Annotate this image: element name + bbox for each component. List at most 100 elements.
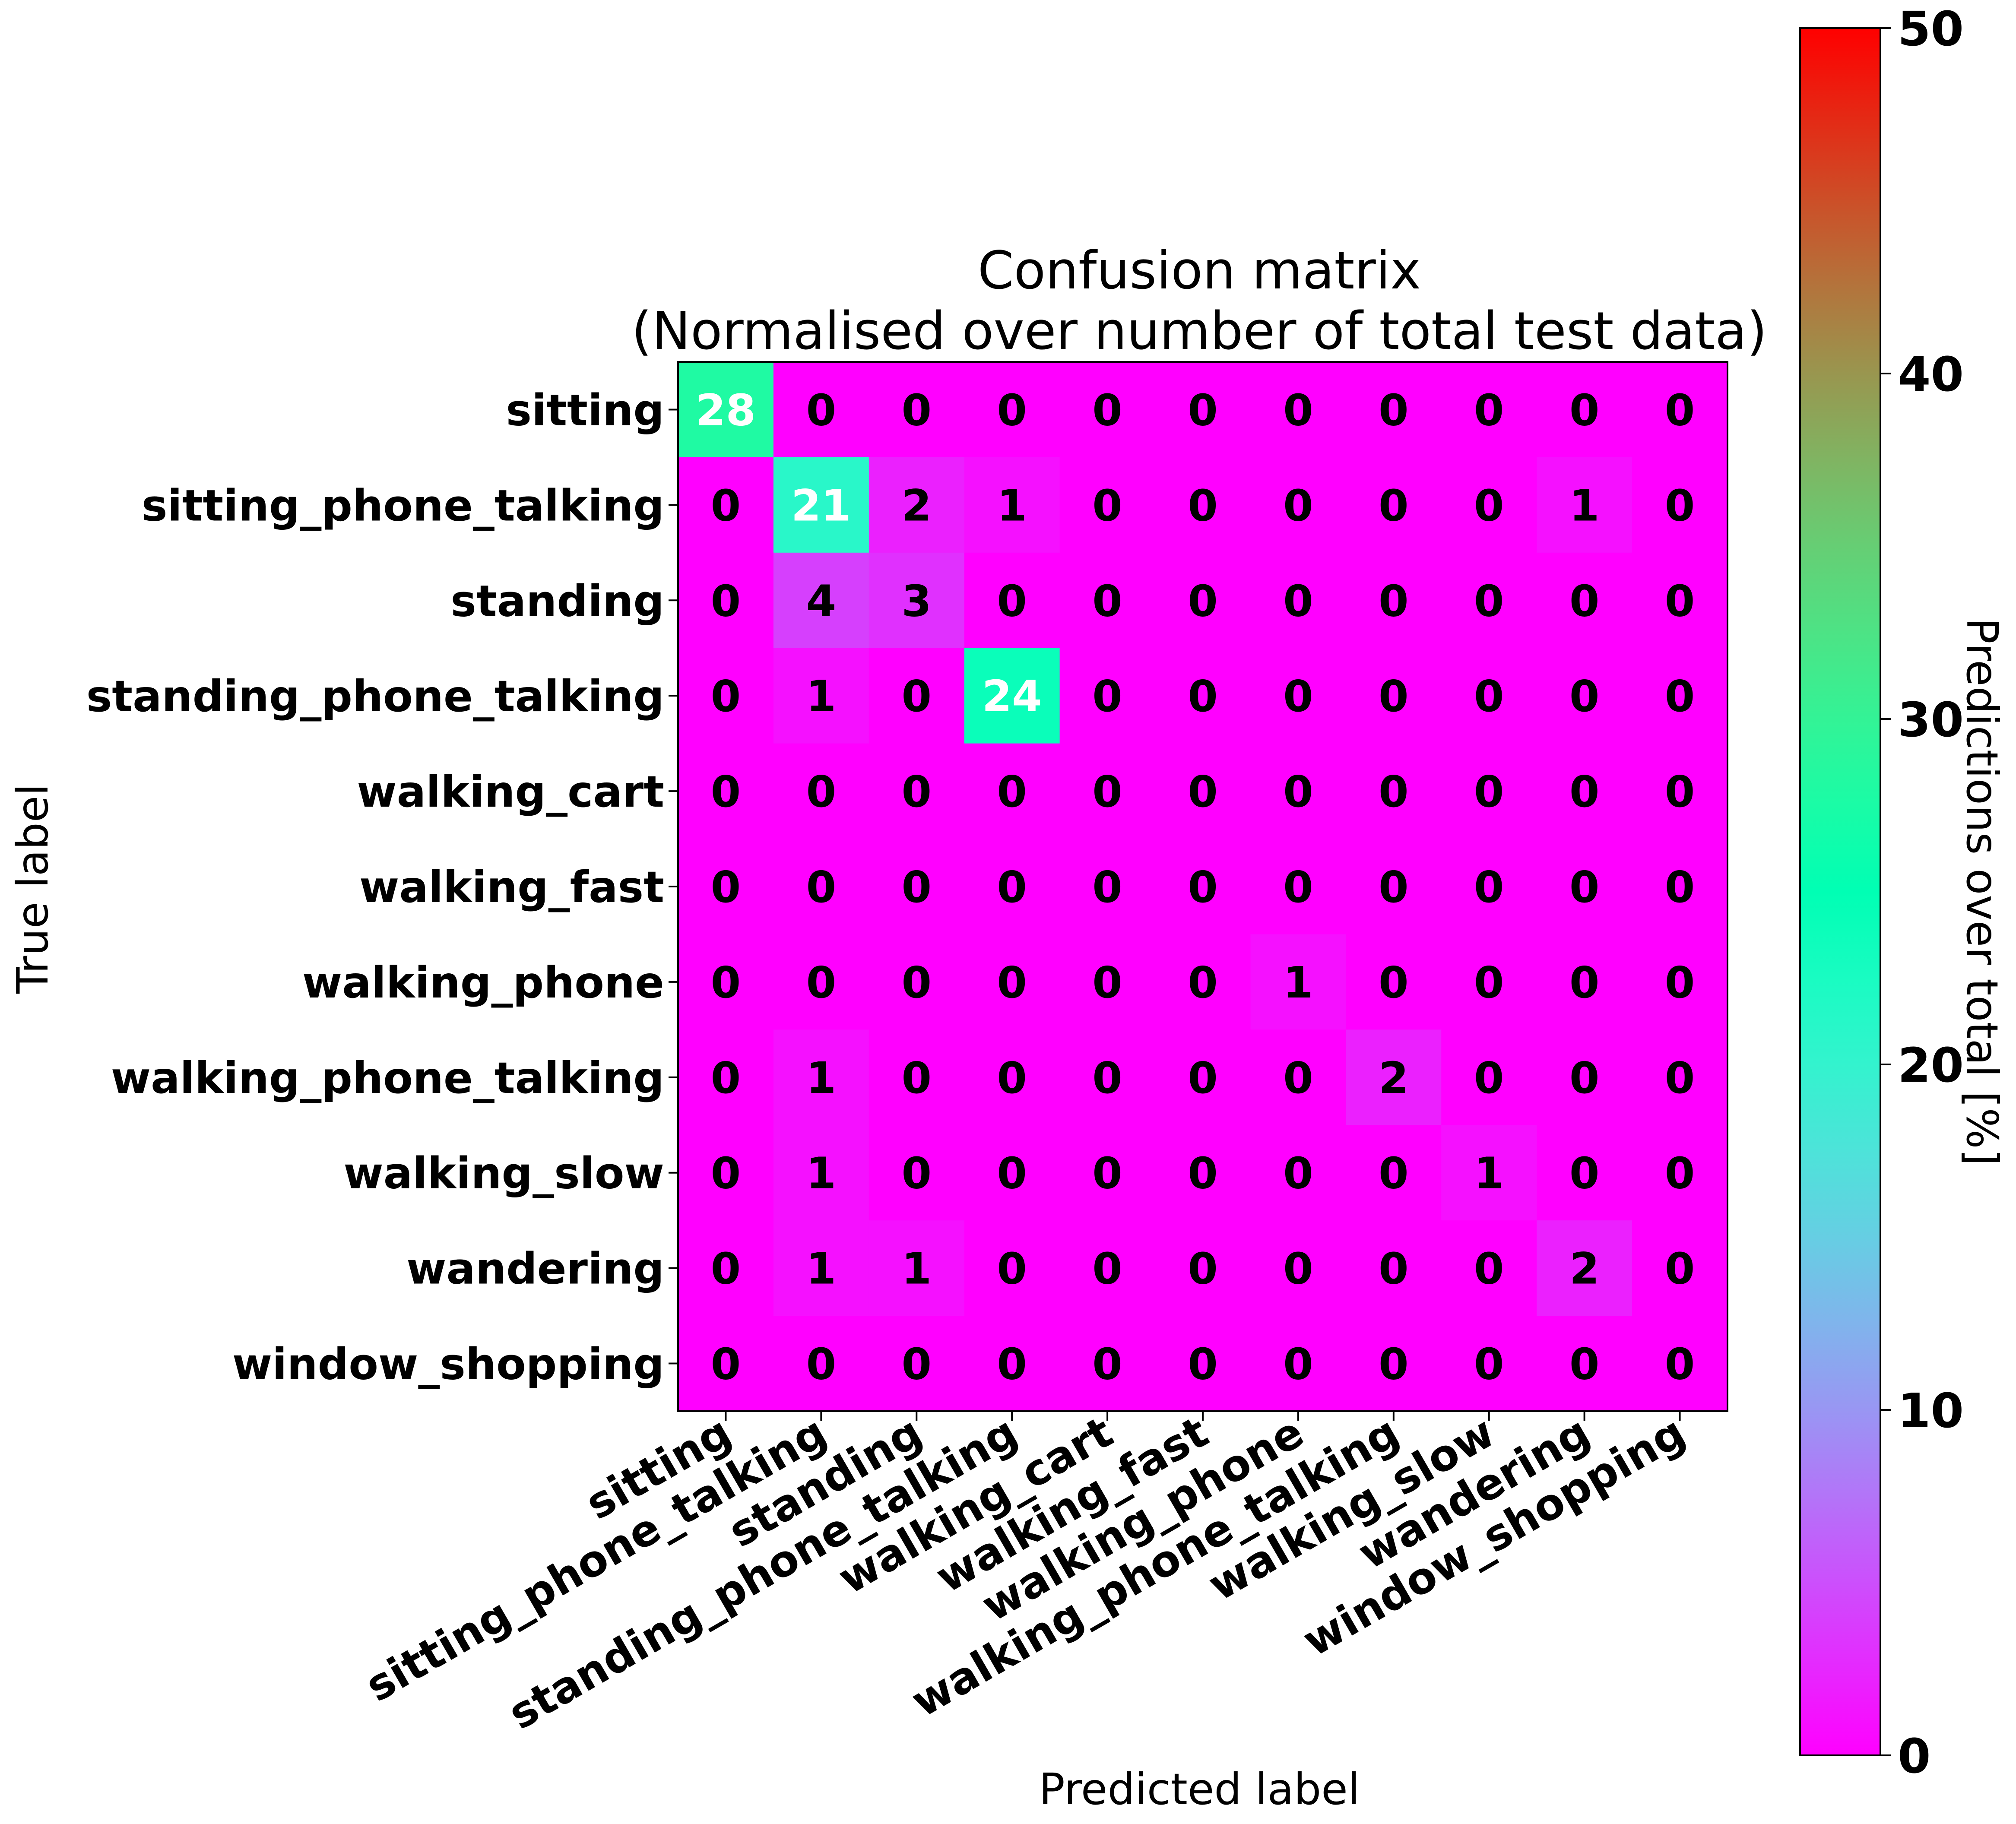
heatmap-cell [964, 839, 1060, 935]
heatmap-cell [1537, 934, 1632, 1030]
heatmap-cell [869, 1125, 965, 1221]
cell-value-label: 0 [1569, 1148, 1600, 1199]
heatmap-cell [1346, 552, 1442, 649]
heatmap-cell [1346, 648, 1442, 744]
cell-value-label: 0 [1379, 1148, 1409, 1199]
heatmap-cell [678, 552, 774, 649]
y-tick-label: standing [450, 576, 664, 626]
cell-value-label: 0 [1569, 1053, 1600, 1103]
y-tick-label: sitting_phone_talking [142, 480, 664, 531]
cell-value-label: 1 [806, 1244, 837, 1294]
heatmap-cell [678, 457, 774, 553]
y-tick-label: standing_phone_talking [86, 671, 664, 722]
heatmap-cell [1250, 1316, 1346, 1412]
heatmap-cell [1632, 648, 1728, 744]
cell-value-label: 0 [1283, 385, 1313, 435]
cell-value-label: 0 [806, 957, 837, 1008]
heatmap-cell [1441, 1125, 1537, 1221]
cell-value-label: 0 [1665, 385, 1695, 435]
cell-value-label: 0 [1569, 766, 1600, 817]
cell-value-label: 0 [711, 1339, 741, 1390]
cell-value-label: 0 [901, 957, 932, 1008]
cell-value-label: 0 [1188, 957, 1218, 1008]
cell-value-label: 0 [1474, 385, 1504, 435]
cell-value-label: 0 [1188, 766, 1218, 817]
heatmap-cell [773, 362, 869, 458]
heatmap-cell [678, 934, 774, 1030]
heatmap-cell [1059, 552, 1156, 649]
heatmap-cell [1537, 552, 1632, 649]
cell-value-label: 0 [1569, 576, 1600, 626]
heatmap-cell [1441, 934, 1537, 1030]
heatmap-cell [1059, 362, 1156, 458]
heatmap-cell [964, 1029, 1060, 1125]
y-axis-label: True label [7, 784, 58, 994]
cell-value-label: 0 [806, 766, 837, 817]
heatmap-cell [869, 648, 965, 744]
heatmap-cell [678, 648, 774, 744]
cell-value-label: 0 [1188, 1148, 1218, 1199]
heatmap-cell [1537, 743, 1632, 839]
heatmap-cell [964, 362, 1060, 458]
cell-value-label: 0 [1188, 576, 1218, 626]
heatmap-cell [1155, 648, 1251, 744]
heatmap-cell [1632, 934, 1728, 1030]
cell-value-label: 0 [1379, 576, 1409, 626]
heatmap-cell [869, 1029, 965, 1125]
heatmap-cell [1632, 1316, 1728, 1412]
cell-value-label: 0 [1379, 671, 1409, 722]
cell-value-label: 2 [1569, 1244, 1600, 1294]
cell-value-label: 0 [1474, 1339, 1504, 1390]
colorbar-ticks: 0 10 20 30 40 50 [1880, 1, 1964, 1784]
cell-value-label: 0 [1665, 671, 1695, 722]
heatmap-cell [1632, 839, 1728, 935]
heatmap-cell [1155, 1029, 1251, 1125]
heatmap-cell [1155, 1220, 1251, 1316]
heatmap-cell [1059, 1125, 1156, 1221]
heatmap-cell [678, 1220, 774, 1316]
cell-value-label: 0 [1569, 862, 1600, 912]
cell-value-label: 0 [997, 385, 1027, 435]
heatmap-cell [1441, 1316, 1537, 1412]
heatmap-cell [1632, 457, 1728, 553]
heatmap-cell [1441, 1029, 1537, 1125]
cell-value-label: 0 [1665, 766, 1695, 817]
cell-value-label: 0 [1092, 957, 1122, 1008]
heatmap-cell [1155, 1316, 1251, 1412]
cell-value-label: 1 [1569, 480, 1600, 531]
heatmap-cell [1441, 552, 1537, 649]
heatmap-cell [869, 552, 965, 649]
cell-value-label: 0 [711, 957, 741, 1008]
cell-value-label: 0 [1092, 862, 1122, 912]
heatmap-cell [773, 1125, 869, 1221]
cell-value-label: 1 [901, 1244, 932, 1294]
heatmap-cell [964, 457, 1060, 553]
cell-value-label: 0 [1283, 1053, 1313, 1103]
heatmap-cell [1250, 552, 1346, 649]
heatmap-cell [1155, 457, 1251, 553]
heatmap-cell [1059, 648, 1156, 744]
cell-value-label: 0 [1379, 385, 1409, 435]
cell-value-label: 0 [997, 1244, 1027, 1294]
cell-value-label: 0 [1283, 671, 1313, 722]
cell-value-label: 0 [711, 671, 741, 722]
heatmap-cell [773, 743, 869, 839]
colorbar-tick-label: 20 [1898, 1038, 1964, 1093]
heatmap-cell [1537, 1029, 1632, 1125]
cell-value-label: 0 [1665, 480, 1695, 531]
y-tick-label: wandering [406, 1244, 664, 1294]
cell-value-label: 0 [1379, 1244, 1409, 1294]
cell-value-label: 0 [1188, 671, 1218, 722]
heatmap-cell [1155, 934, 1251, 1030]
cell-value-label: 0 [711, 766, 741, 817]
cell-value-label: 0 [1188, 1053, 1218, 1103]
colorbar-tick-label: 10 [1898, 1383, 1964, 1438]
cell-value-label: 0 [1379, 1339, 1409, 1390]
heatmap-cell [773, 1029, 869, 1125]
cell-value-label: 0 [1665, 862, 1695, 912]
cell-value-label: 0 [1092, 671, 1122, 722]
cell-value-label: 0 [1283, 576, 1313, 626]
cell-value-label: 0 [1283, 1148, 1313, 1199]
heatmap-cell [1346, 457, 1442, 553]
heatmap-cell [773, 457, 869, 553]
